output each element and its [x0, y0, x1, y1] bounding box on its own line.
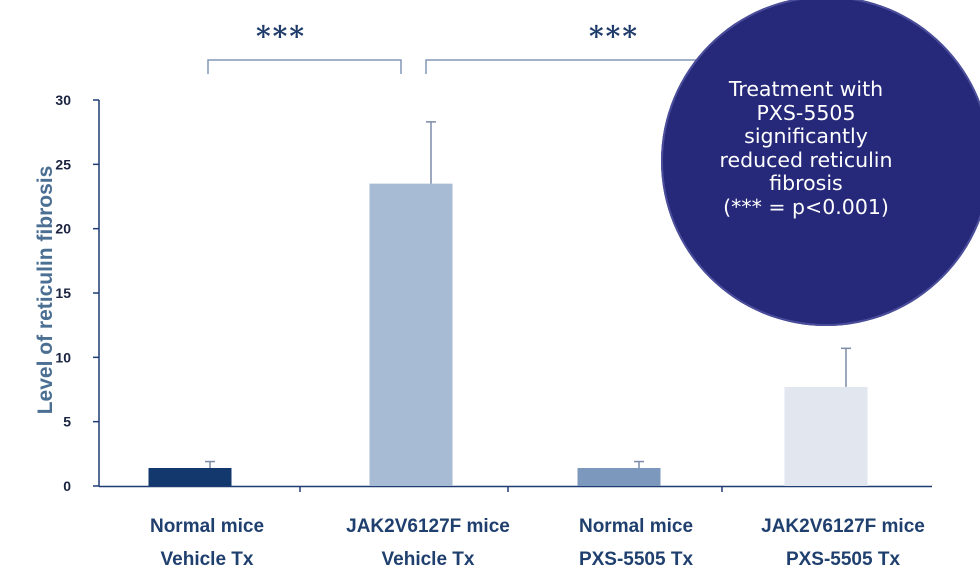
bar [148, 467, 232, 486]
bar [784, 386, 868, 486]
x-tick-label: Vehicle Tx [382, 549, 475, 570]
y-tick-label: 30 [55, 92, 71, 108]
y-tick-label: 15 [55, 285, 71, 301]
y-tick-label: 20 [55, 221, 71, 237]
callout-circle [661, 0, 980, 326]
chart-error-bars [205, 121, 851, 468]
y-tick-label: 10 [55, 349, 71, 365]
significance-brackets: *** *** [207, 20, 701, 74]
y-tick-label: 25 [55, 156, 71, 172]
significance-label: *** [256, 20, 306, 53]
x-tick-label: Vehicle Tx [161, 549, 254, 570]
y-tick-label: 5 [63, 414, 71, 430]
x-tick-label: PXS-5505 Tx [786, 549, 900, 570]
x-tick-label: JAK2V6127F mice [346, 516, 510, 537]
significance-bracket [207, 59, 402, 74]
y-axis-label: Level of reticulin fibrosis [34, 166, 57, 415]
x-tick-label: Normal mice [579, 516, 693, 537]
x-tick-label: JAK2V6127F mice [761, 516, 925, 537]
bar [369, 183, 453, 486]
chart-tick-labels: 0 5 10 15 20 25 30 Normal mice Vehicle Tx JAK2V61… [55, 92, 924, 570]
chart-bars [148, 183, 868, 486]
x-tick-label: Normal mice [150, 516, 264, 537]
chart-axes [93, 99, 932, 492]
x-tick-label: PXS-5505 Tx [579, 549, 693, 570]
y-tick-label: 0 [63, 478, 71, 494]
bar [577, 467, 661, 486]
significance-bracket [425, 59, 701, 74]
callout-text: Treatment with PXS-5505 significantly re… [719, 77, 893, 219]
significance-label: *** [589, 20, 639, 53]
